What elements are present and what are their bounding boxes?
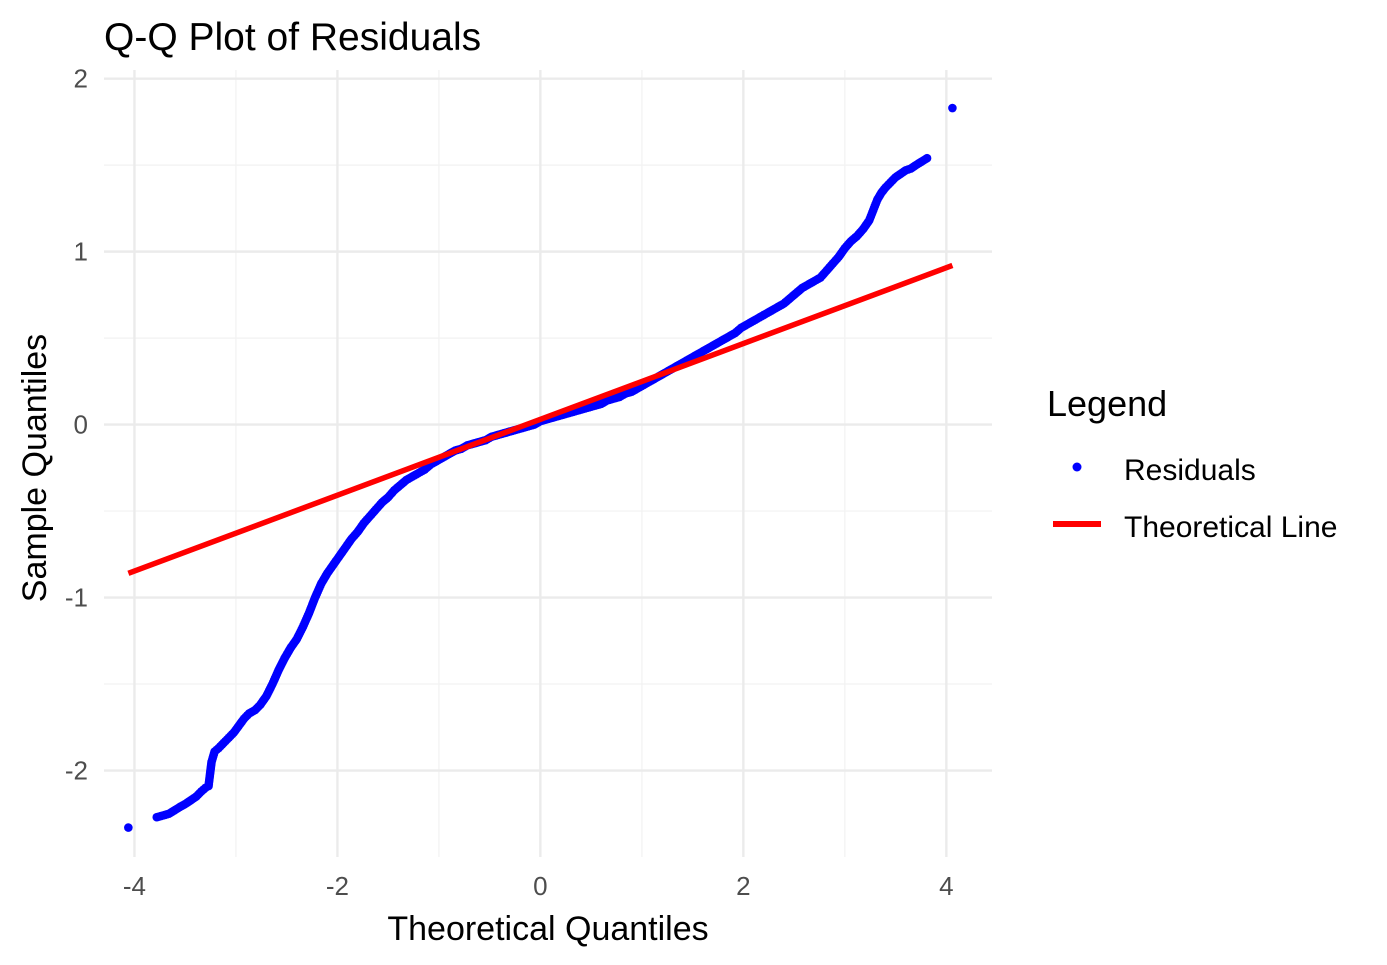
- y-tick-label: -2: [65, 756, 88, 786]
- legend-residuals-swatch: [1072, 462, 1082, 472]
- x-axis-title: Theoretical Quantiles: [387, 910, 708, 948]
- y-axis-title: Sample Quantiles: [16, 334, 54, 602]
- legend-theoretical-line-label: Theoretical Line: [1124, 511, 1337, 544]
- x-tick-label: 4: [939, 871, 953, 901]
- legend-title: Legend: [1047, 383, 1167, 424]
- theoretical-line: [127, 262, 954, 576]
- y-axis-tick-labels: -2 -1 0 1 2: [65, 64, 88, 786]
- y-tick-label: 0: [74, 410, 88, 440]
- major-grid: [104, 70, 992, 857]
- minor-grid: [104, 70, 992, 857]
- residual-point: [124, 823, 133, 832]
- plot-area: [104, 70, 992, 857]
- legend: Legend Residuals Theoretical Line: [1047, 383, 1337, 544]
- x-tick-label: 0: [533, 871, 547, 901]
- residual-point: [948, 103, 957, 113]
- x-tick-label: 2: [736, 871, 750, 901]
- x-axis-tick-labels: -4 -2 0 2 4: [123, 871, 954, 901]
- y-tick-label: -1: [65, 583, 88, 613]
- x-tick-label: -2: [326, 871, 349, 901]
- legend-residuals-label: Residuals: [1124, 454, 1256, 487]
- x-tick-label: -4: [123, 871, 146, 901]
- y-tick-label: 1: [74, 237, 88, 267]
- residual-point: [922, 153, 932, 163]
- y-tick-label: 2: [74, 64, 88, 94]
- chart-title: Q-Q Plot of Residuals: [104, 16, 481, 59]
